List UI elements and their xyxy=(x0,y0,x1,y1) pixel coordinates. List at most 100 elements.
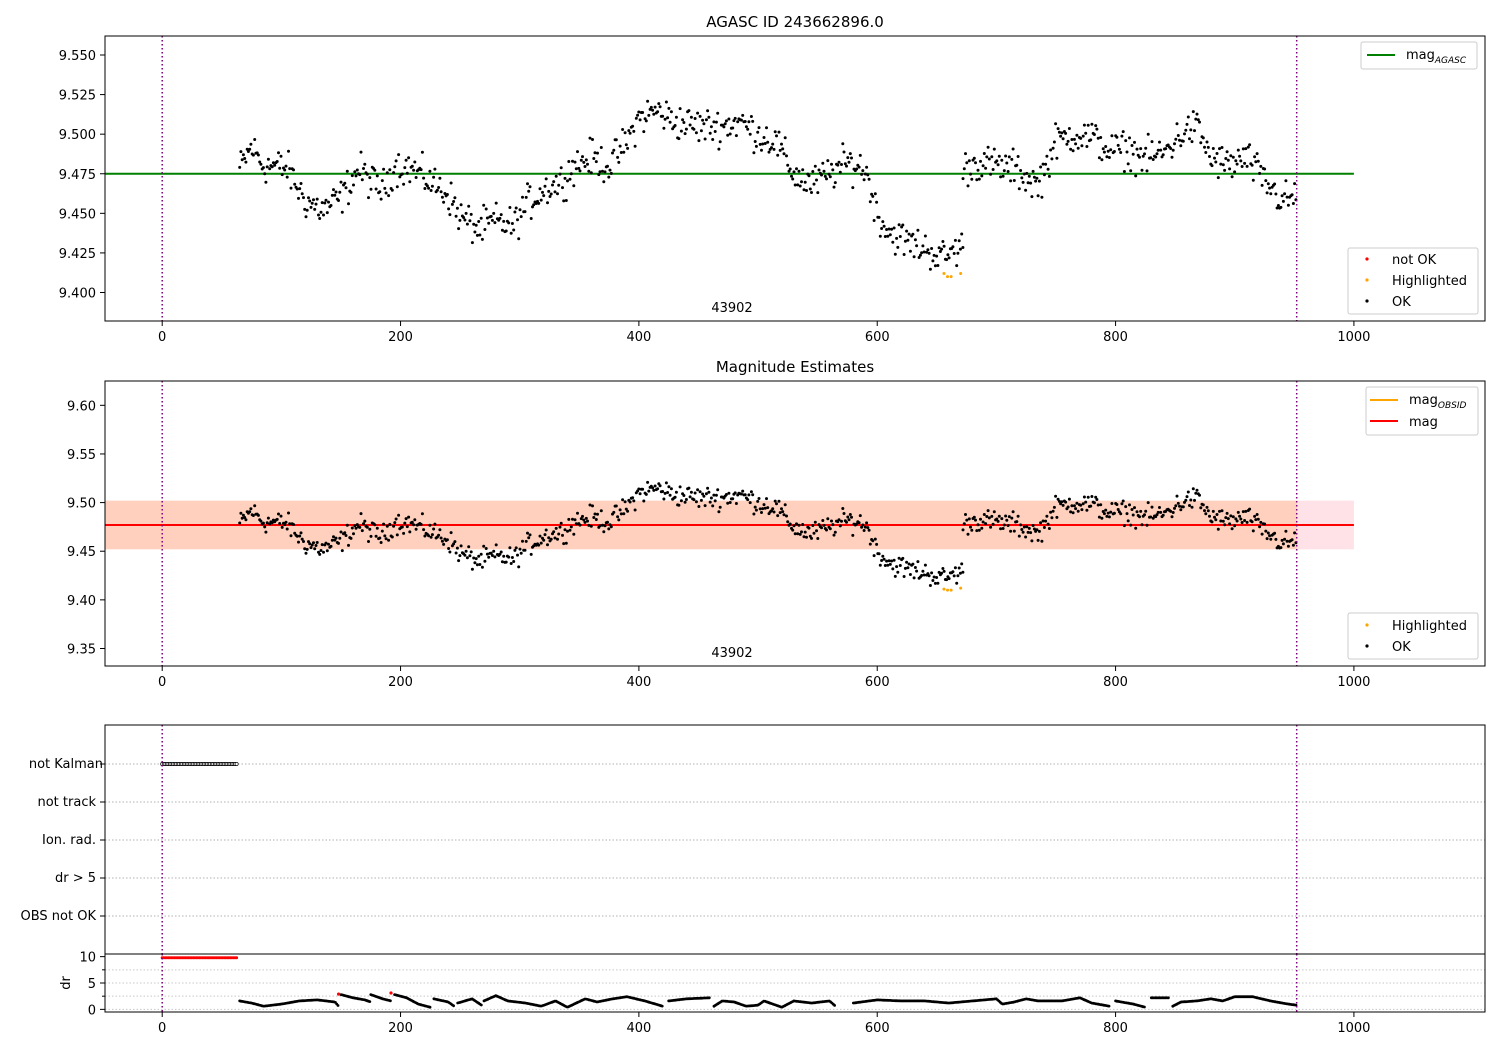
agasc-ok-point-164 xyxy=(443,192,447,195)
estimates-ok-point-538 xyxy=(911,562,915,566)
estimates-ok-point-647 xyxy=(1046,522,1050,526)
agasc-ok-point-186 xyxy=(470,241,474,245)
agasc-ok-point-437 xyxy=(785,154,788,158)
agasc-ok-point-395 xyxy=(732,119,736,123)
agasc-ok-point-190 xyxy=(475,233,479,237)
agasc-ok-point-726 xyxy=(1145,169,1149,173)
estimates-ok-point-202 xyxy=(490,554,494,557)
estimates-ok-point-352 xyxy=(678,485,682,489)
estimates-ok-point-803 xyxy=(1241,510,1245,514)
estimates-ok-point-175 xyxy=(457,559,461,563)
agasc-ok-point-729 xyxy=(1149,156,1153,160)
not-ok-legend-label: not OK xyxy=(1392,253,1437,268)
estimates-ok-point-372 xyxy=(703,504,707,508)
estimates-ok-point-813 xyxy=(1254,518,1258,522)
agasc-ok-point-761 xyxy=(1189,128,1193,132)
estimates-ok-point-338 xyxy=(661,490,665,493)
agasc-ok-point-766 xyxy=(1195,112,1199,116)
agasc-ok-point-123 xyxy=(392,171,396,175)
estimates-ok-point-541 xyxy=(915,569,919,573)
estimates-ok-point-673 xyxy=(1079,503,1083,507)
agasc-ok-point-664 xyxy=(1067,127,1071,130)
estimates-ok-point-563 xyxy=(942,569,946,573)
dr-point-5 xyxy=(479,1003,483,1007)
estimates-ok-point-151 xyxy=(427,534,431,538)
agasc-ok-point-784 xyxy=(1218,147,1221,151)
estimates-ok-point-245 xyxy=(544,528,548,532)
estimates-ok-point-57 xyxy=(309,546,313,550)
agasc-ok-point-500 xyxy=(863,172,867,176)
agasc-ok-point-220 xyxy=(513,210,517,214)
agasc-plot-area xyxy=(105,36,1354,321)
agasc-ok-point-444 xyxy=(793,183,797,187)
estimates-ok-point-209 xyxy=(499,550,503,554)
agasc-ok-point-539 xyxy=(912,255,916,259)
estimates-ok-point-36 xyxy=(283,523,287,527)
agasc-ok-point-549 xyxy=(925,250,929,254)
agasc-ok-point-299 xyxy=(612,148,616,152)
estimates-highlighted-point-3 xyxy=(959,586,963,590)
agasc-ok-point-749 xyxy=(1174,137,1178,141)
estimates-ok-point-711 xyxy=(1126,519,1130,523)
estimates-ok-point-119 xyxy=(387,538,391,542)
estimates-ok-point-758 xyxy=(1185,495,1189,499)
agasc-ok-point-255 xyxy=(557,183,561,187)
estimates-ok-point-833 xyxy=(1279,546,1283,550)
estimates-ok-point-32 xyxy=(278,522,282,525)
agasc-ok-point-747 xyxy=(1171,148,1175,152)
agasc-ok-point-804 xyxy=(1243,161,1247,165)
estimates-ok-point-458 xyxy=(811,524,815,527)
estimates-ok-point-455 xyxy=(807,526,811,530)
agasc-ok-point-561 xyxy=(940,247,944,251)
agasc-ok-point-670 xyxy=(1075,133,1079,137)
estimates-ok-point-751 xyxy=(1176,501,1180,505)
agasc-ok-point-382 xyxy=(716,111,720,115)
agasc-ok-point-182 xyxy=(465,222,469,226)
agasc-ok-point-138 xyxy=(410,164,414,168)
agasc-ok-point-645 xyxy=(1044,162,1048,166)
agasc-ok-point-707 xyxy=(1121,130,1125,134)
agasc-ok-point-352 xyxy=(678,107,682,111)
estimates-ok-point-736 xyxy=(1158,506,1161,509)
agasc-ok-point-659 xyxy=(1061,137,1065,141)
agasc-ok-point-708 xyxy=(1122,170,1126,173)
agasc-ok-point-727 xyxy=(1146,132,1150,136)
agasc-ok-point-805 xyxy=(1244,147,1248,151)
estimates-ok-point-552 xyxy=(928,584,932,587)
estimates-ok-point-11 xyxy=(251,514,255,517)
estimates-ok-point-531 xyxy=(902,575,906,578)
agasc-ok-point-210 xyxy=(500,228,504,232)
estimates-ok-point-534 xyxy=(906,566,910,570)
agasc-ok-point-135 xyxy=(407,156,411,160)
agasc-ok-point-651 xyxy=(1051,146,1055,150)
estimates-ok-point-700 xyxy=(1112,511,1116,515)
agasc-ok-point-41 xyxy=(289,186,293,190)
agasc-ok-point-355 xyxy=(682,121,686,124)
agasc-ok-point-779 xyxy=(1211,147,1215,150)
estimates-ok-point-228 xyxy=(523,548,527,552)
estimates-ok-point-40 xyxy=(288,522,292,526)
agasc-ok-point-254 xyxy=(556,192,559,196)
agasc-ok-point-508 xyxy=(873,192,877,196)
estimates-ok-point-760 xyxy=(1188,504,1191,507)
estimates-ok-point-204 xyxy=(493,555,497,559)
estimates-ok-point-285 xyxy=(594,518,598,521)
agasc-ok-point-353 xyxy=(679,129,683,133)
agasc-ok-point-449 xyxy=(800,180,803,184)
agasc-ok-point-218 xyxy=(510,222,514,225)
estimates-ok-point-571 xyxy=(952,574,956,578)
estimates-ok-point-498 xyxy=(861,523,865,527)
estimates-ok-point-378 xyxy=(711,504,715,508)
estimates-ok-point-349 xyxy=(674,490,678,494)
estimates-ok-point-152 xyxy=(428,523,432,527)
agasc-ok-point-302 xyxy=(616,155,620,159)
agasc-ok-point-155 xyxy=(432,175,436,179)
agasc-ok-point-222 xyxy=(516,218,519,222)
agasc-ok-point-215 xyxy=(507,221,511,225)
agasc-ok-point-646 xyxy=(1045,154,1049,158)
estimates-ok-point-501 xyxy=(865,521,869,525)
estimates-ok-point-404 xyxy=(743,493,747,497)
agasc-ok-point-65 xyxy=(319,210,323,214)
estimates-ok-point-790 xyxy=(1225,511,1229,515)
estimates-ok-point-688 xyxy=(1097,515,1101,519)
